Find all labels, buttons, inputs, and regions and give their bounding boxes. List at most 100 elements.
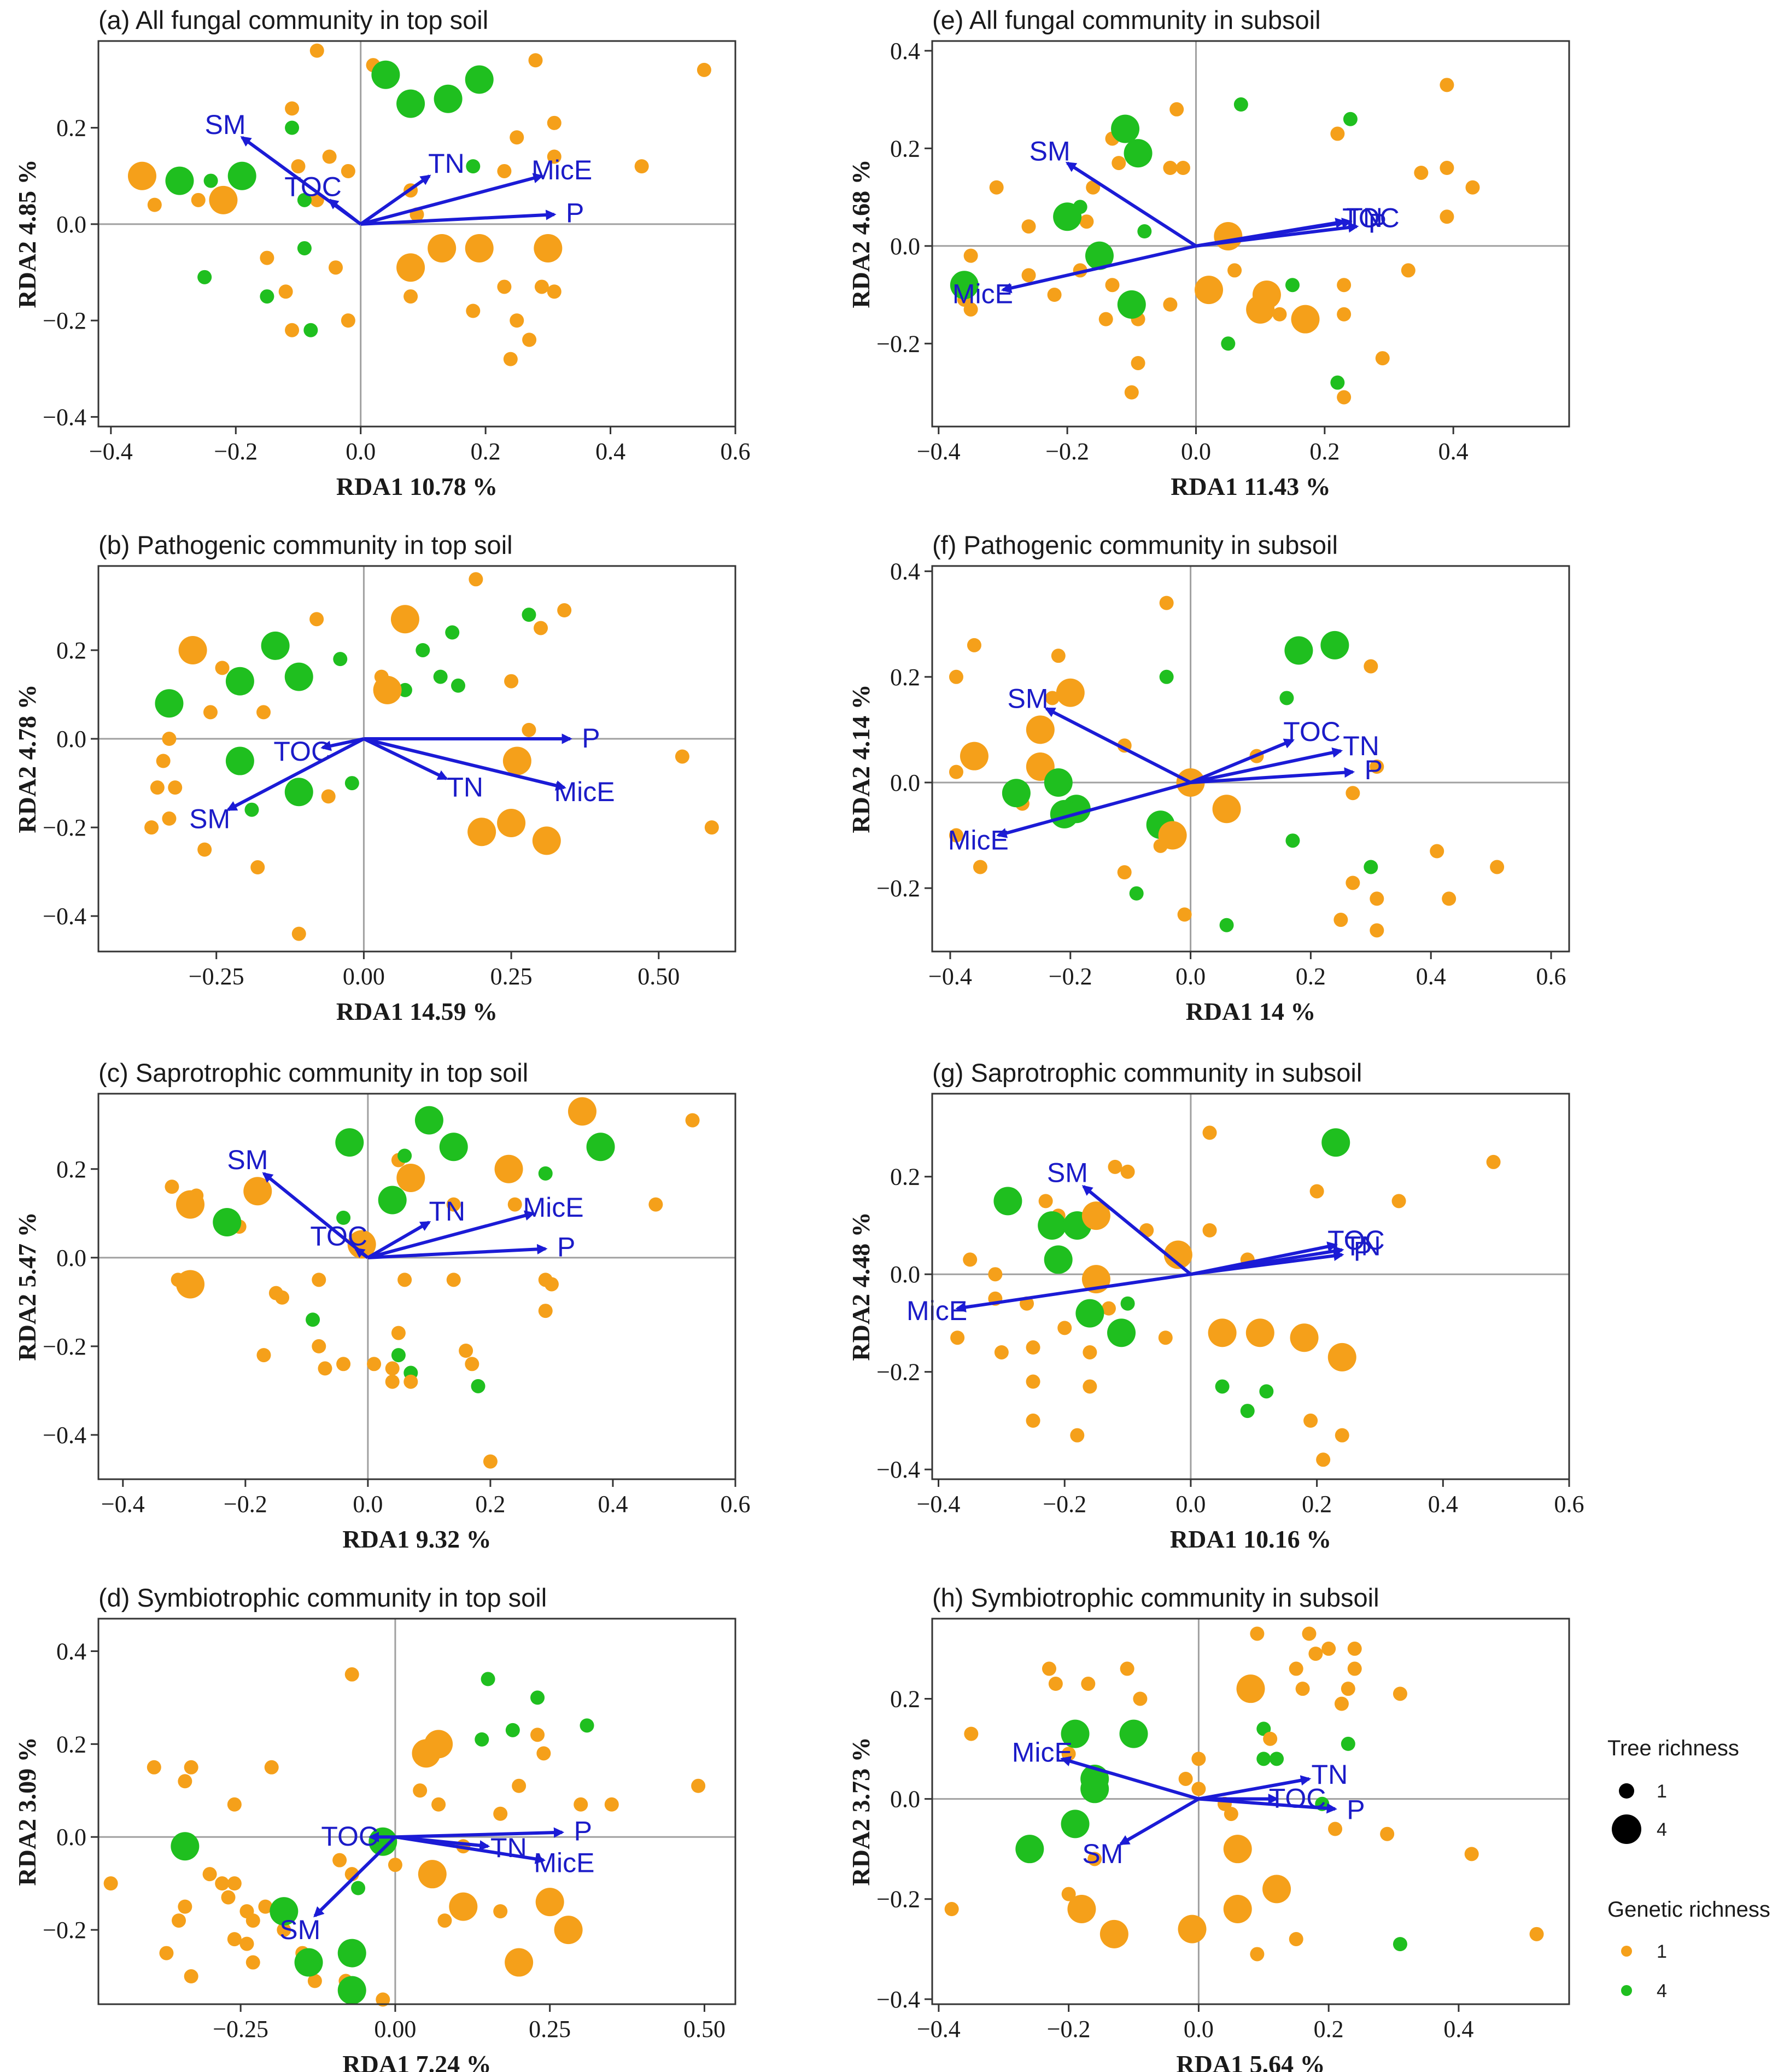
x-tick-label: −0.2 — [1045, 438, 1089, 465]
sample-point — [1327, 1343, 1356, 1371]
x-tick-label: 0.50 — [683, 2016, 726, 2042]
sample-point — [1159, 596, 1174, 610]
sample-point — [1316, 1452, 1331, 1467]
panel-title: (b) Pathogenic community in top soil — [98, 530, 513, 559]
sample-point — [1245, 1318, 1274, 1347]
x-tick-label: 0.00 — [374, 2016, 416, 2042]
sample-point — [197, 842, 212, 857]
sample-point — [466, 159, 481, 174]
sample-point — [215, 1876, 230, 1891]
x-tick-label: −0.4 — [917, 438, 961, 465]
sample-point — [291, 159, 306, 174]
sample-point — [1328, 1822, 1343, 1836]
sample-point — [1061, 1887, 1076, 1901]
sample-point — [178, 1774, 192, 1789]
x-tick-label: −0.4 — [101, 1491, 145, 1517]
sample-point — [1333, 913, 1348, 927]
sample-point — [176, 1270, 205, 1299]
sample-point — [547, 284, 561, 299]
y-tick-label: 0.0 — [890, 769, 920, 796]
sample-point — [225, 667, 254, 696]
vector-label: P — [1354, 1236, 1372, 1267]
sample-point — [1236, 1674, 1265, 1703]
sample-point — [335, 1128, 364, 1157]
sample-point — [397, 682, 412, 697]
sample-point — [260, 289, 274, 304]
sample-point — [1430, 844, 1444, 859]
vector-label: MicE — [531, 155, 592, 185]
sample-point — [396, 89, 425, 118]
vector-arrow — [320, 737, 365, 751]
sample-point — [1083, 1379, 1097, 1394]
sample-point — [439, 1133, 468, 1162]
sample-point — [337, 1939, 366, 1968]
vector-label: SM — [189, 803, 230, 834]
sample-point — [332, 1853, 347, 1867]
sample-point — [184, 1969, 198, 1984]
sample-point — [503, 352, 518, 366]
vector-label: MicE — [1012, 1737, 1073, 1768]
sample-point — [1195, 276, 1224, 305]
y-tick-label: 0.2 — [890, 1164, 920, 1190]
x-tick-label: 0.0 — [346, 438, 376, 465]
sample-point — [1343, 112, 1358, 126]
x-axis-label: RDA1 9.32 % — [342, 1525, 491, 1553]
vector-label: P — [1347, 1795, 1365, 1825]
sample-point — [505, 1723, 520, 1737]
sample-point — [1321, 1641, 1336, 1656]
y-axis-label: RDA2 3.09 % — [13, 1737, 41, 1886]
sample-point — [1061, 1810, 1090, 1838]
sample-point — [1259, 1384, 1274, 1399]
sample-point — [285, 323, 300, 337]
sample-point — [963, 248, 978, 263]
y-tick-label: 0.2 — [56, 637, 86, 664]
sample-point — [1321, 1128, 1350, 1157]
vector-label: TOC — [273, 736, 331, 767]
sample-point — [1026, 1413, 1040, 1428]
sample-point — [494, 1154, 523, 1183]
x-tick-label: 0.4 — [1438, 438, 1469, 465]
vector-arrow — [1190, 738, 1295, 784]
sample-point — [1391, 1194, 1406, 1209]
sample-point — [967, 638, 981, 652]
sample-point — [449, 1892, 478, 1921]
y-tick-label: −0.4 — [43, 404, 86, 430]
sample-point — [505, 1948, 534, 1977]
legend-color-title: Genetic richness — [1607, 1898, 1770, 1922]
vector-label: MicE — [523, 1192, 583, 1223]
vector-label: SM — [1047, 1157, 1088, 1188]
sample-point — [994, 1345, 1009, 1359]
sample-point — [285, 120, 300, 135]
sample-point — [376, 1992, 390, 2007]
x-tick-label: −0.4 — [928, 963, 972, 990]
vector-arrow — [360, 209, 557, 226]
sample-point — [557, 603, 572, 618]
sample-point — [351, 1881, 366, 1895]
sample-point — [466, 303, 481, 318]
sample-point — [535, 1888, 564, 1917]
sample-point — [532, 826, 561, 855]
sample-point — [178, 635, 207, 664]
sample-point — [993, 1187, 1022, 1216]
sample-point — [333, 652, 348, 667]
vector-arrow — [1198, 1775, 1312, 1801]
sample-point — [1440, 209, 1454, 224]
vector-arrow — [996, 781, 1191, 838]
legend-size-label-large: 4 — [1657, 1819, 1667, 1840]
sample-point — [1250, 1947, 1265, 1962]
x-tick-label: −0.2 — [224, 1491, 267, 1517]
y-tick-label: 0.0 — [890, 233, 920, 260]
y-tick-label: 0.2 — [56, 115, 86, 142]
sample-point — [1026, 715, 1055, 744]
sample-point — [554, 1916, 583, 1945]
sample-point — [1067, 1895, 1096, 1924]
vector-label: P — [1368, 208, 1387, 239]
sample-point — [530, 1727, 545, 1742]
sample-point — [321, 789, 336, 804]
sample-point — [431, 1797, 446, 1812]
sample-point — [704, 820, 719, 835]
x-tick-label: 0.00 — [343, 963, 385, 990]
x-tick-label: 0.0 — [353, 1491, 383, 1517]
